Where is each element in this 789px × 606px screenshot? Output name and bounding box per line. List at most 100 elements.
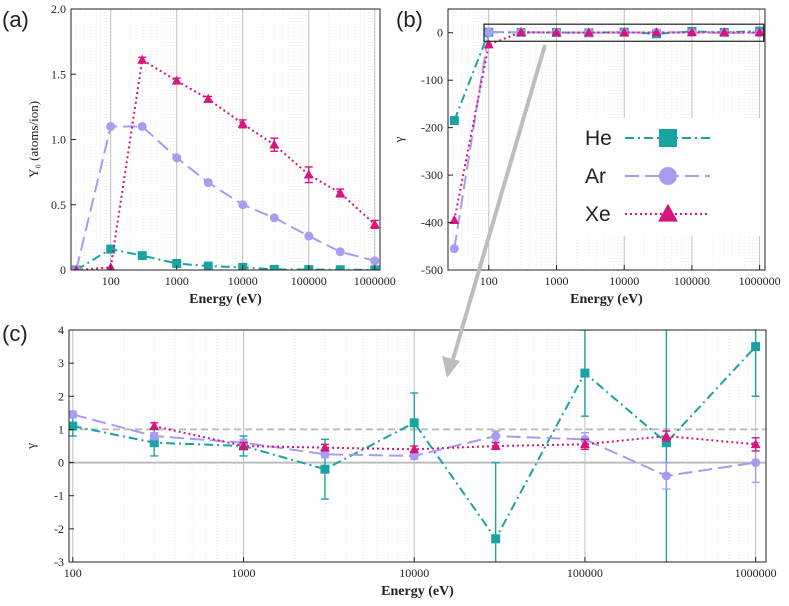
- data-point: [449, 116, 459, 126]
- data-point: [483, 39, 494, 49]
- x-axis-label: Energy (eV): [381, 584, 454, 599]
- data-point: [172, 153, 182, 163]
- x-tick-label: 10000: [399, 566, 429, 580]
- y-tick-label: 0: [437, 26, 443, 40]
- zoom-box: [483, 23, 765, 42]
- plot-area: [449, 26, 765, 254]
- y-tick-label: -100: [421, 73, 443, 87]
- y-tick-label: 1: [58, 422, 64, 436]
- zoom-arrow-head: [442, 356, 460, 378]
- y-tick-label: 2: [58, 389, 64, 403]
- x-tick-label: 100000: [674, 274, 710, 288]
- y-tick-label: -1: [54, 489, 64, 503]
- plot-area: [71, 54, 380, 270]
- y-tick-label: 0: [58, 456, 64, 470]
- data-point: [580, 368, 590, 378]
- y-tick-label: 0: [60, 263, 66, 277]
- data-point: [750, 439, 761, 449]
- data-point: [171, 75, 182, 85]
- data-point: [149, 420, 160, 430]
- data-point: [137, 251, 147, 261]
- data-point: [149, 431, 159, 441]
- y-tick-label: -3: [54, 555, 64, 569]
- series-ar: [71, 121, 380, 270]
- data-point: [651, 27, 662, 37]
- x-tick-label: 1000: [544, 274, 568, 288]
- chart-panel-a: 100 1000 10000 100000 1000000 0 0.5 1.0 1.5 2.0 En…: [2, 2, 396, 307]
- x-tick-label: 100: [480, 274, 498, 288]
- series-line: [75, 125, 376, 270]
- legend-label-xe: Xe: [585, 203, 611, 226]
- x-tick-label: 1000000: [354, 274, 396, 288]
- data-point: [269, 139, 280, 149]
- legend-label-ar: Ar: [585, 165, 606, 188]
- data-point: [172, 258, 182, 268]
- plot-frame: [68, 329, 767, 563]
- data-point: [320, 449, 330, 459]
- zoom-arrow: [449, 44, 547, 367]
- data-point: [320, 464, 330, 474]
- data-point: [106, 121, 116, 131]
- data-point: [686, 27, 697, 37]
- data-point: [335, 247, 345, 257]
- data-point: [304, 231, 314, 241]
- y-tick-label: 3: [58, 356, 64, 370]
- y-tick-label: -400: [421, 216, 443, 230]
- data-point: [661, 438, 671, 448]
- plot-frame: [70, 8, 381, 271]
- data-point: [579, 439, 590, 449]
- legend-label-he: He: [585, 127, 612, 150]
- data-point: [238, 440, 249, 450]
- plot-area: [69, 330, 761, 562]
- data-point: [335, 187, 346, 197]
- x-tick-label: 100000: [291, 274, 327, 288]
- x-tick-label: 10000: [228, 274, 258, 288]
- data-point: [516, 27, 527, 37]
- plot-frame: [447, 8, 766, 271]
- data-point: [149, 438, 159, 448]
- data-point: [137, 54, 148, 64]
- data-point: [370, 256, 380, 266]
- x-tick-label: 1000: [232, 566, 256, 580]
- series-xe: [449, 27, 765, 224]
- x-tick-label: 100: [64, 566, 82, 580]
- data-point: [449, 214, 460, 224]
- y-tick-label: 4: [58, 323, 64, 337]
- data-point: [491, 431, 501, 441]
- data-point: [238, 200, 248, 210]
- panel-label: (b): [396, 7, 423, 32]
- series-line: [154, 425, 756, 451]
- data-point: [491, 534, 501, 544]
- chart-panel-c: 100 1000 10000 100000 1000000 -3 -2 -1 0 1 2 3 4 Ener…: [2, 321, 777, 599]
- data-point: [583, 27, 594, 37]
- y-tick-label: -200: [421, 121, 443, 135]
- y-tick-label: 0.5: [51, 198, 66, 212]
- data-point: [619, 27, 630, 37]
- data-point: [661, 471, 671, 481]
- data-point: [137, 121, 147, 131]
- data-point: [449, 244, 459, 254]
- series-xe: [73, 54, 380, 270]
- grid: [75, 9, 376, 270]
- data-point: [754, 27, 765, 37]
- data-point: [751, 458, 761, 468]
- x-tick-label: 1000000: [739, 274, 781, 288]
- series-he: [69, 330, 761, 562]
- y-tick-label: -300: [421, 168, 443, 182]
- data-point: [409, 418, 419, 428]
- data-point: [484, 27, 494, 37]
- data-point: [409, 451, 419, 461]
- y-tick-label: 1.0: [51, 133, 66, 147]
- y-axis-label: γ: [23, 443, 38, 450]
- data-point: [751, 342, 761, 352]
- data-point: [551, 27, 562, 37]
- panel-label: (c): [2, 321, 28, 346]
- data-point: [719, 27, 730, 37]
- data-point: [661, 430, 672, 440]
- data-point: [269, 264, 279, 270]
- panel-label: (a): [2, 7, 29, 32]
- data-point: [369, 219, 380, 229]
- data-point: [303, 169, 314, 179]
- y-tick-label: 1.5: [51, 67, 66, 81]
